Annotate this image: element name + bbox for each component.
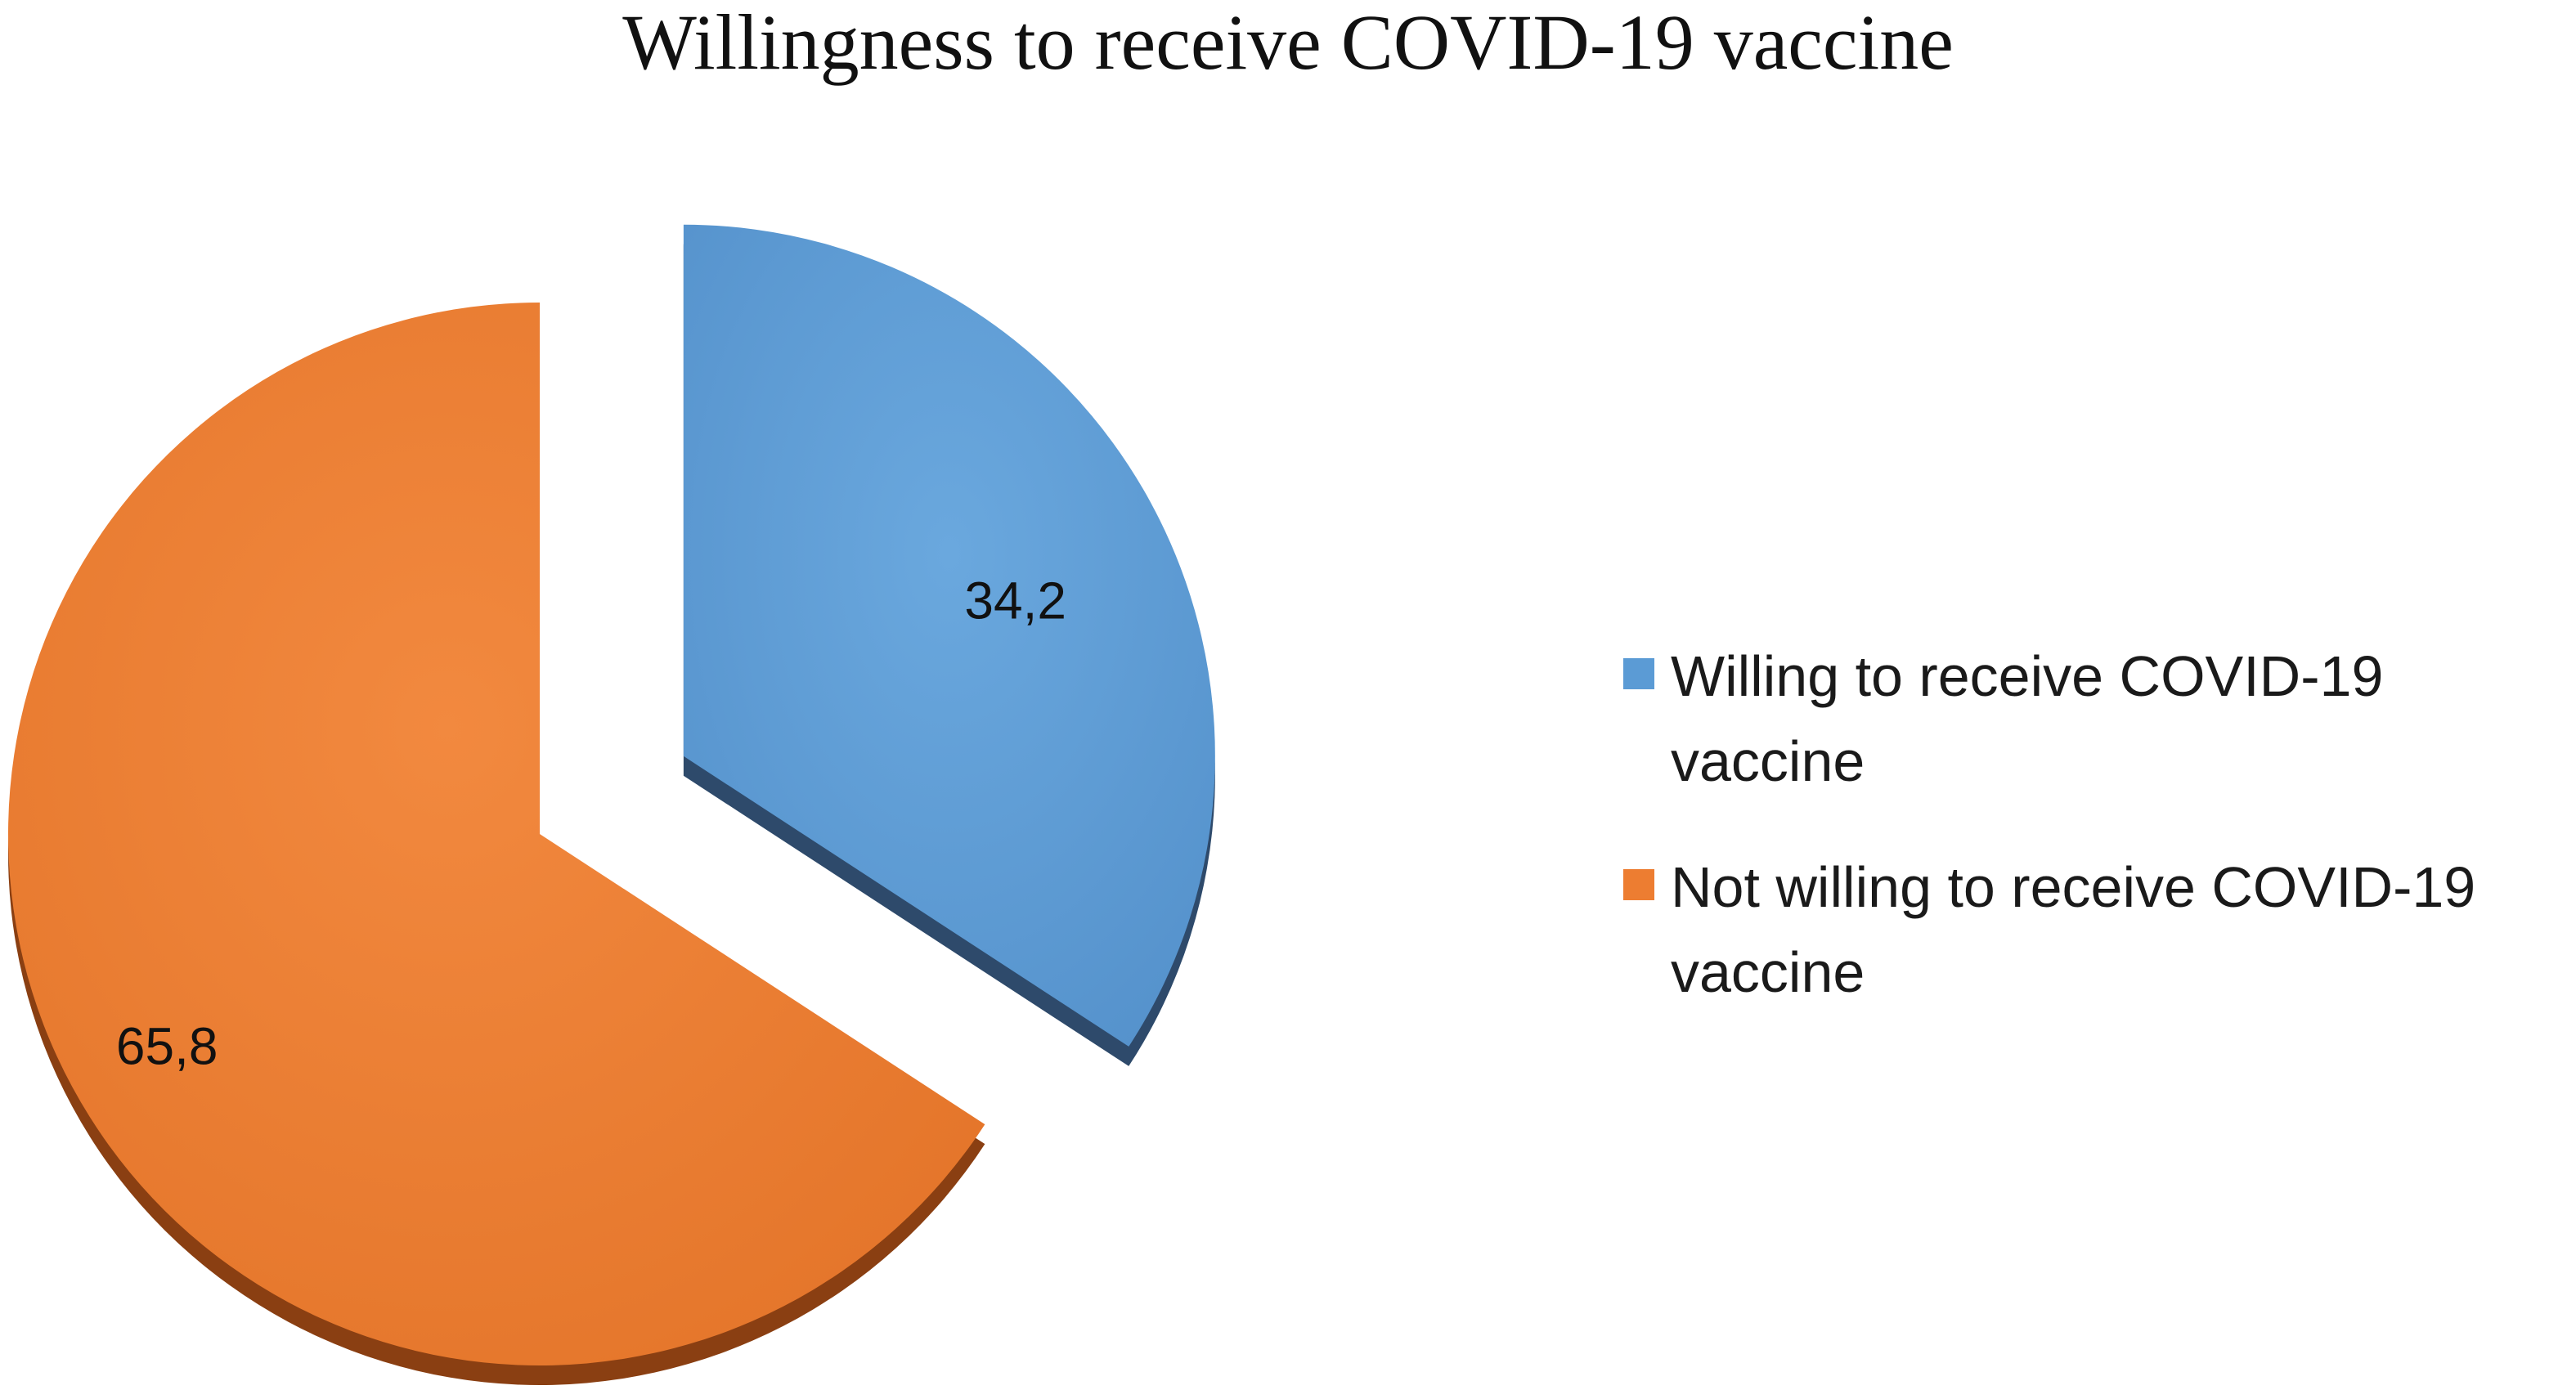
legend-label-0: Willing to receive COVID-19 vaccine [1671, 644, 2384, 793]
legend: Willing to receive COVID-19 vaccine Not w… [1623, 634, 2572, 1056]
pie-slice-0 [683, 224, 1215, 1047]
legend-item-0: Willing to receive COVID-19 vaccine [1623, 634, 2572, 804]
slice-data-label-0: 34,2 [964, 572, 1066, 630]
chart-title: Willingness to receive COVID-19 vaccine [622, 0, 1954, 86]
legend-swatch-1 [1623, 869, 1654, 900]
legend-item-1: Not willing to receive COVID-19 vaccine [1623, 845, 2572, 1015]
legend-label-1: Not willing to receive COVID-19 vaccine [1671, 855, 2476, 1004]
slice-data-label-1: 65,8 [116, 1016, 218, 1075]
pie-slice-1 [7, 303, 985, 1365]
legend-swatch-0 [1623, 658, 1654, 689]
